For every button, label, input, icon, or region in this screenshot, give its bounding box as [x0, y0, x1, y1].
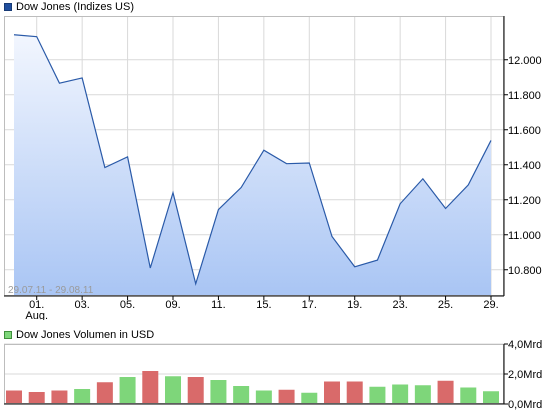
- price-chart: 10.800 11.000 11.200 11.400 11.600 11.800 12.0…: [4, 16, 542, 320]
- volume-bar: [255, 390, 272, 404]
- price-xtick-label: 03.: [74, 299, 89, 311]
- volume-legend-swatch: [4, 331, 12, 339]
- price-legend-label: Dow Jones (Indizes US): [16, 1, 134, 13]
- price-xtick-label: 11.: [211, 299, 225, 311]
- volume-bar: [301, 392, 318, 404]
- price-ytick-label: 11.000: [508, 230, 541, 242]
- volume-bar: [187, 377, 204, 404]
- price-xtick-label: 05.: [120, 299, 135, 311]
- volume-bar: [142, 371, 159, 404]
- price-xtick-label: 09.: [165, 299, 180, 311]
- volume-bar: [369, 386, 386, 404]
- volume-bar: [437, 380, 454, 404]
- volume-bar: [119, 377, 136, 404]
- volume-ytick-label: 0,0Mrd: [508, 399, 542, 411]
- volume-bar: [96, 382, 113, 404]
- price-ytick-label: 11.600: [508, 125, 541, 137]
- price-xtick-label: 19.: [347, 299, 362, 311]
- volume-bar: [414, 385, 431, 404]
- volume-bar: [165, 376, 181, 404]
- volume-ytick-label: 2,0Mrd: [508, 369, 542, 381]
- volume-legend: Dow Jones Volumen in USD: [4, 328, 154, 342]
- volume-bar: [74, 389, 91, 404]
- volume-bar: [278, 389, 295, 404]
- price-ytick-label: 10.800: [508, 265, 542, 277]
- price-xtick-label: 29.: [483, 299, 498, 311]
- volume-bar: [210, 380, 227, 404]
- volume-bar: [392, 384, 409, 404]
- price-xtick-label: 15.: [256, 299, 271, 311]
- price-xtick-label: 01.: [29, 299, 44, 311]
- volume-bar: [6, 390, 22, 404]
- price-ytick-label: 12.000: [508, 55, 542, 67]
- date-range-label: 29.07.11 - 29.08.11: [8, 285, 94, 296]
- volume-bar: [346, 381, 363, 404]
- price-line: [13, 34, 492, 286]
- price-xtick-label: 23.: [392, 299, 407, 311]
- volume-bar: [324, 381, 340, 404]
- volume-bar: [483, 391, 499, 404]
- price-xtick-month-label: Aug.: [25, 310, 48, 320]
- price-xtick-label: 25.: [438, 299, 453, 311]
- volume-bar: [28, 392, 45, 404]
- volume-bar: [460, 387, 477, 404]
- price-area: [14, 34, 491, 296]
- price-ytick-label: 11.200: [508, 195, 541, 207]
- price-legend-swatch: [4, 3, 12, 11]
- volume-legend-label: Dow Jones Volumen in USD: [16, 329, 155, 341]
- volume-bar: [233, 386, 250, 404]
- price-xtick-label: 17.: [302, 299, 317, 311]
- price-ytick-label: 11.400: [508, 160, 541, 172]
- price-ytick-label: 11.800: [508, 90, 541, 102]
- price-legend: Dow Jones (Indizes US): [4, 0, 134, 14]
- volume-bar: [51, 390, 68, 404]
- volume-ytick-label: 4,0Mrd: [508, 339, 542, 351]
